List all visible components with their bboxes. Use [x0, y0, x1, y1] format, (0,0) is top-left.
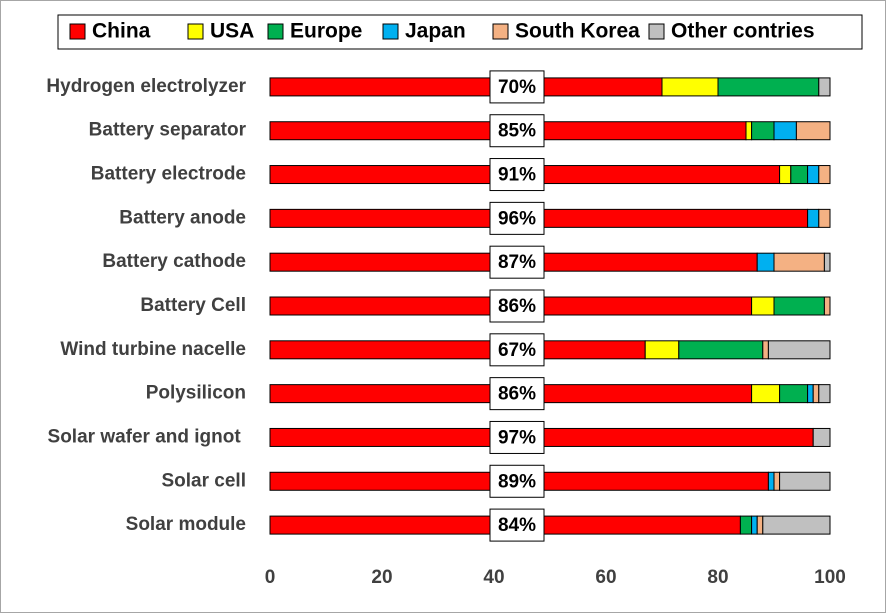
- bar-segment: [823, 252, 831, 272]
- legend-swatch: [69, 23, 86, 40]
- bar-segment: [773, 471, 781, 491]
- x-tick-label: 40: [483, 567, 504, 588]
- value-label-box: [489, 158, 545, 192]
- bar-segment: [756, 515, 764, 535]
- bar-segment: [779, 165, 792, 185]
- bar-segment: [678, 340, 764, 360]
- value-label: 85%: [498, 121, 536, 142]
- bar-segment: [644, 340, 680, 360]
- bar-segment: [767, 340, 831, 360]
- value-label-box: [489, 420, 545, 454]
- bar-segment: [773, 121, 797, 141]
- bar-segment: [807, 165, 820, 185]
- bar-segment: [767, 471, 775, 491]
- y-tick-label: Battery Cell: [140, 295, 246, 316]
- value-label: 67%: [498, 340, 536, 361]
- bar-segment: [818, 165, 831, 185]
- bar-segment: [823, 296, 831, 316]
- y-tick-label: Hydrogen electrolyzer: [46, 76, 246, 97]
- bar-segment: [762, 340, 769, 360]
- value-label: 70%: [498, 77, 536, 98]
- bar-segment: [807, 384, 814, 404]
- bar-segment: [756, 252, 775, 272]
- legend-swatch: [267, 23, 284, 40]
- y-tick-label: Battery electrode: [91, 164, 246, 185]
- bar-segment: [779, 384, 809, 404]
- bar-segment: [717, 77, 820, 97]
- value-label-box: [489, 464, 545, 498]
- value-label-box: [489, 333, 545, 367]
- value-label-box: [489, 377, 545, 411]
- x-tick-label: 100: [814, 567, 846, 588]
- value-label-box: [489, 508, 545, 542]
- value-label: 87%: [498, 252, 536, 273]
- value-label: 89%: [498, 471, 536, 492]
- bar-segment: [751, 121, 775, 141]
- x-tick-label: 0: [265, 567, 276, 588]
- value-label: 96%: [498, 208, 536, 229]
- bar-segment: [807, 208, 820, 228]
- y-tick-label: Wind turbine nacelle: [60, 339, 246, 360]
- value-label: 97%: [498, 427, 536, 448]
- y-tick-label: Solar wafer and ignot: [48, 426, 246, 447]
- bar-segment: [762, 515, 831, 535]
- legend-swatch: [382, 23, 399, 40]
- value-label-box: [489, 70, 545, 104]
- value-label-box: [489, 289, 545, 323]
- y-tick-label: Battery cathode: [102, 251, 246, 272]
- bar-segment: [773, 252, 825, 272]
- y-tick-label: Battery separator: [89, 120, 247, 141]
- bar-segment: [269, 77, 663, 97]
- value-label: 86%: [498, 384, 536, 405]
- bar-segment: [751, 384, 781, 404]
- legend-label: USA: [210, 20, 254, 43]
- y-tick-label: Solar cell: [162, 470, 247, 491]
- bar-segment: [773, 296, 825, 316]
- bar-segment: [745, 121, 753, 141]
- bar-segment: [812, 427, 831, 447]
- legend-swatch: [492, 23, 509, 40]
- legend-label: China: [92, 20, 151, 43]
- y-tick-label: Polysilicon: [146, 383, 246, 404]
- bar-segment: [818, 384, 831, 404]
- value-label: 91%: [498, 165, 536, 186]
- value-label: 84%: [498, 515, 536, 536]
- y-tick-label: Solar module: [126, 514, 246, 535]
- bar-segment: [795, 121, 831, 141]
- bar-segment: [751, 296, 775, 316]
- bar-segment: [818, 208, 831, 228]
- value-label-box: [489, 245, 545, 279]
- bar-segment: [739, 515, 753, 535]
- bar-segment: [269, 340, 646, 360]
- value-label-box: [489, 114, 545, 148]
- x-tick-label: 20: [371, 567, 392, 588]
- bar-segment: [751, 515, 758, 535]
- x-tick-label: 80: [707, 567, 728, 588]
- legend-label: South Korea: [515, 20, 640, 43]
- x-tick-label: 60: [595, 567, 616, 588]
- bar-segment: [818, 77, 831, 97]
- legend-label: Japan: [405, 20, 466, 43]
- bar-segment: [779, 471, 831, 491]
- legend-swatch: [648, 23, 665, 40]
- y-tick-label: Battery anode: [119, 207, 246, 228]
- bar-segment: [790, 165, 809, 185]
- legend-swatch: [187, 23, 204, 40]
- bar-segment: [812, 384, 820, 404]
- bar-segment: [661, 77, 719, 97]
- value-label-box: [489, 201, 545, 235]
- legend-label: Europe: [290, 20, 362, 43]
- legend-label: Other contries: [671, 20, 815, 43]
- value-label: 86%: [498, 296, 536, 317]
